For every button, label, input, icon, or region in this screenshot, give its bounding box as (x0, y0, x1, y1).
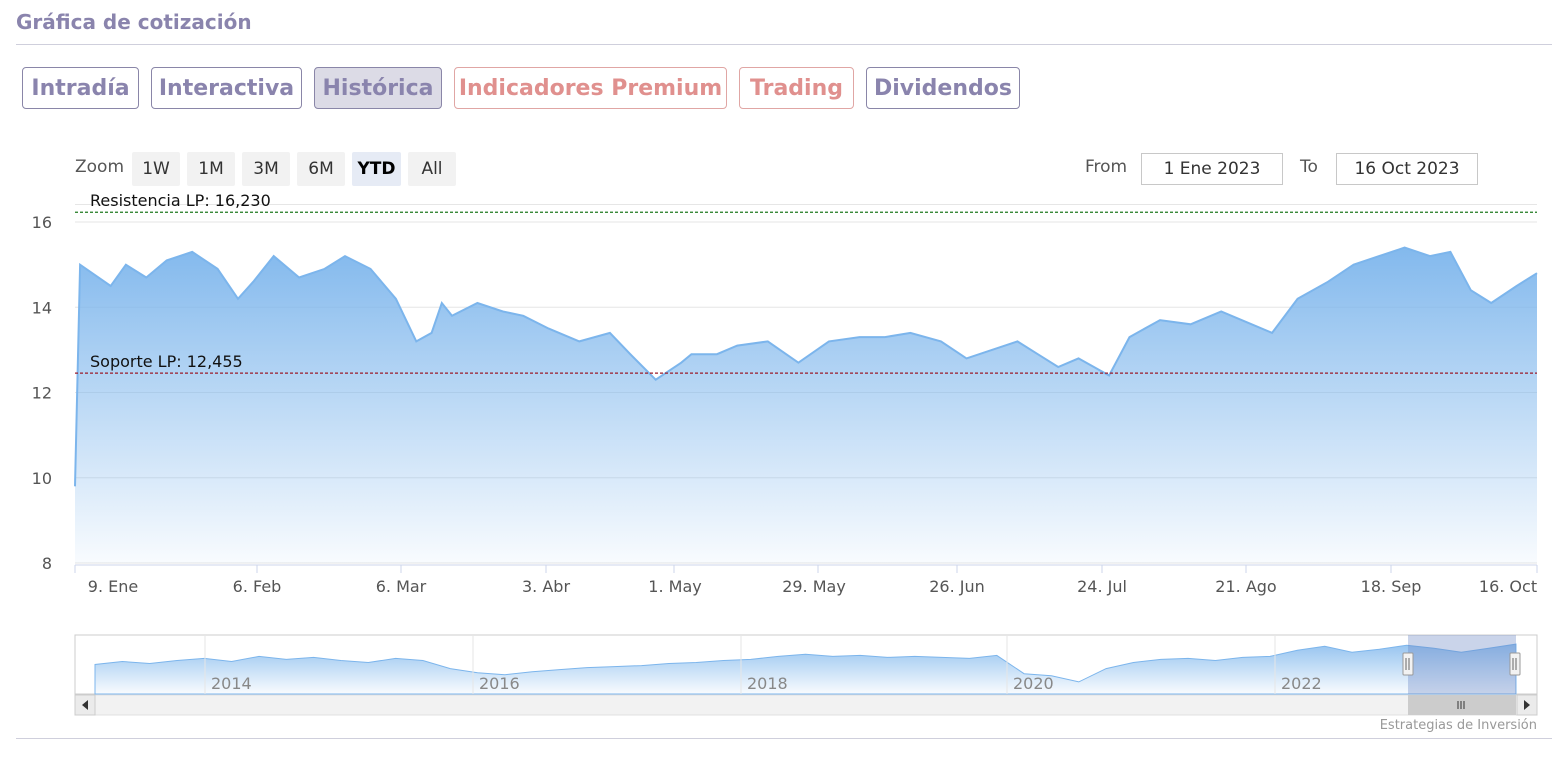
y-tick-label: 10 (32, 469, 52, 488)
scrollbar-track[interactable] (74, 694, 1538, 716)
zoom-ytd-button[interactable]: YTD (352, 152, 401, 186)
x-tick-label: 16. Oct (1479, 577, 1537, 596)
navigator-year-label: 2022 (1281, 674, 1322, 693)
zoom-6m-button[interactable]: 6M (297, 152, 345, 186)
navigator-year-label: 2014 (211, 674, 252, 693)
navigator-right-handle[interactable] (1509, 652, 1521, 676)
tab-intradia[interactable]: Intradía (22, 67, 139, 109)
tab-dividendos[interactable]: Dividendos (866, 67, 1020, 109)
x-tick-label: 18. Sep (1361, 577, 1422, 596)
tab-interactiva[interactable]: Interactiva (151, 67, 302, 109)
tab-indicadores-premium[interactable]: Indicadores Premium (454, 67, 727, 109)
chevron-right-icon (1524, 700, 1530, 710)
x-tick-label: 24. Jul (1077, 577, 1127, 596)
navigator-year-label: 2018 (747, 674, 788, 693)
to-date-input[interactable]: 16 Oct 2023 (1336, 153, 1478, 185)
navigator-left-handle[interactable] (1402, 652, 1414, 676)
tab-trading[interactable]: Trading (739, 67, 854, 109)
to-label: To (1300, 157, 1318, 177)
from-date-input[interactable]: 1 Ene 2023 (1141, 153, 1283, 185)
x-tick-label: 9. Ene (88, 577, 138, 596)
zoom-label: Zoom (75, 157, 125, 177)
zoom-all-button[interactable]: All (408, 152, 456, 186)
price-area (75, 247, 1537, 563)
tab-historica[interactable]: Histórica (314, 67, 442, 109)
toolbar-divider (75, 204, 1537, 205)
navigator-series (94, 643, 1517, 695)
x-tick-label: 6. Mar (376, 577, 427, 596)
y-tick-label: 8 (42, 554, 52, 573)
resistance-label: Resistencia LP: 16,230 (90, 191, 271, 210)
scrollbar-thumb[interactable] (1408, 695, 1516, 715)
chevron-left-icon (82, 700, 88, 710)
y-tick-label: 12 (32, 384, 52, 403)
zoom-3m-button[interactable]: 3M (242, 152, 290, 186)
navigator-year-label: 2016 (479, 674, 520, 693)
x-tick-label: 6. Feb (233, 577, 282, 596)
title-divider (16, 44, 1552, 45)
zoom-1m-button[interactable]: 1M (187, 152, 235, 186)
price-line (74, 246, 1538, 487)
navigator-year-label: 2020 (1013, 674, 1054, 693)
chart-credit[interactable]: Estrategias de Inversión (1379, 718, 1537, 733)
bottom-divider (16, 738, 1552, 739)
navigator-selection[interactable] (1408, 635, 1516, 694)
y-tick-label: 14 (32, 298, 52, 317)
page-title: Gráfica de cotización (16, 10, 252, 34)
x-tick-label: 3. Abr (522, 577, 570, 596)
x-tick-label: 21. Ago (1215, 577, 1276, 596)
from-label: From (1085, 157, 1128, 177)
x-tick-label: 26. Jun (929, 577, 985, 596)
x-tick-label: 1. May (648, 577, 701, 596)
zoom-1w-button[interactable]: 1W (132, 152, 180, 186)
x-tick-label: 29. May (782, 577, 846, 596)
y-tick-label: 16 (32, 213, 52, 232)
support-label: Soporte LP: 12,455 (90, 352, 243, 371)
